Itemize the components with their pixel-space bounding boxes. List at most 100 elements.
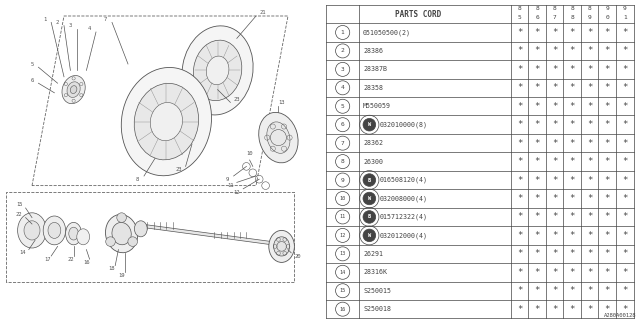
Text: *: *: [570, 305, 575, 314]
Text: 1: 1: [623, 15, 627, 20]
Text: 6: 6: [535, 15, 539, 20]
Text: *: *: [587, 102, 593, 111]
Text: *: *: [552, 212, 557, 221]
Text: 28316K: 28316K: [363, 269, 387, 275]
Text: 7: 7: [553, 15, 556, 20]
Text: 28386: 28386: [363, 48, 383, 54]
Text: *: *: [605, 176, 610, 185]
Text: M550059: M550059: [363, 103, 391, 109]
Text: 1: 1: [43, 17, 47, 22]
Text: *: *: [622, 46, 627, 55]
Text: *: *: [534, 249, 540, 258]
Text: *: *: [622, 268, 627, 277]
Text: 12: 12: [340, 233, 346, 238]
Text: *: *: [552, 28, 557, 37]
Text: 23: 23: [234, 97, 240, 102]
Text: *: *: [570, 157, 575, 166]
Circle shape: [335, 81, 349, 95]
Text: 7: 7: [340, 141, 344, 146]
Text: *: *: [605, 83, 610, 92]
Text: 3: 3: [68, 23, 72, 28]
Text: 016508120(4): 016508120(4): [380, 177, 428, 183]
Text: *: *: [622, 28, 627, 37]
Ellipse shape: [193, 40, 242, 100]
Circle shape: [363, 211, 376, 223]
Text: *: *: [587, 120, 593, 129]
Text: 2: 2: [56, 20, 60, 25]
Text: *: *: [517, 157, 522, 166]
Ellipse shape: [67, 82, 80, 97]
Text: *: *: [517, 231, 522, 240]
Text: 14: 14: [340, 270, 346, 275]
Ellipse shape: [150, 102, 182, 141]
Circle shape: [363, 229, 376, 242]
Text: *: *: [587, 268, 593, 277]
Text: *: *: [517, 102, 522, 111]
Text: *: *: [605, 268, 610, 277]
Text: 3: 3: [340, 67, 344, 72]
Ellipse shape: [106, 214, 138, 253]
Circle shape: [335, 136, 349, 150]
Text: *: *: [605, 305, 610, 314]
Text: 9: 9: [623, 6, 627, 11]
Text: 2: 2: [340, 48, 344, 53]
Ellipse shape: [274, 237, 290, 256]
Text: 8: 8: [136, 177, 140, 182]
Text: *: *: [517, 120, 522, 129]
Ellipse shape: [206, 56, 229, 85]
Ellipse shape: [48, 222, 61, 238]
Text: B: B: [368, 178, 371, 182]
Text: 20: 20: [294, 253, 301, 259]
Text: 8: 8: [535, 6, 539, 11]
Circle shape: [335, 118, 349, 132]
Text: 9: 9: [605, 6, 609, 11]
Text: *: *: [534, 120, 540, 129]
Text: 26300: 26300: [363, 159, 383, 164]
Text: *: *: [587, 83, 593, 92]
Text: *: *: [570, 212, 575, 221]
Text: *: *: [534, 102, 540, 111]
Text: *: *: [605, 157, 610, 166]
Text: W: W: [368, 233, 371, 238]
Text: 18: 18: [109, 266, 115, 271]
Text: *: *: [587, 46, 593, 55]
Text: *: *: [605, 286, 610, 295]
Ellipse shape: [134, 221, 147, 237]
Circle shape: [335, 265, 349, 279]
Text: 12: 12: [234, 189, 240, 195]
Text: *: *: [534, 286, 540, 295]
Text: *: *: [622, 120, 627, 129]
Text: 8: 8: [588, 6, 591, 11]
Text: 11: 11: [227, 183, 234, 188]
Text: 21: 21: [259, 10, 266, 15]
Circle shape: [335, 99, 349, 113]
Text: *: *: [587, 28, 593, 37]
Text: 5: 5: [518, 15, 522, 20]
Text: 11: 11: [340, 214, 346, 220]
Text: 4: 4: [88, 26, 92, 31]
Polygon shape: [141, 224, 272, 245]
Text: *: *: [605, 46, 610, 55]
Text: *: *: [534, 194, 540, 203]
Text: 22: 22: [67, 257, 74, 262]
Text: *: *: [534, 28, 540, 37]
Text: 26291: 26291: [363, 251, 383, 257]
Text: *: *: [587, 157, 593, 166]
Ellipse shape: [44, 216, 66, 245]
Text: *: *: [534, 157, 540, 166]
Text: *: *: [534, 83, 540, 92]
Circle shape: [335, 44, 349, 58]
Text: 8: 8: [553, 6, 556, 11]
Text: 28387B: 28387B: [363, 66, 387, 72]
Text: 15: 15: [340, 288, 346, 293]
Text: *: *: [570, 28, 575, 37]
Text: 8: 8: [518, 6, 522, 11]
Text: *: *: [622, 286, 627, 295]
Ellipse shape: [122, 68, 211, 176]
Ellipse shape: [267, 122, 290, 153]
Text: *: *: [552, 46, 557, 55]
Text: *: *: [570, 102, 575, 111]
Text: *: *: [570, 83, 575, 92]
Text: *: *: [517, 305, 522, 314]
Text: *: *: [552, 65, 557, 74]
